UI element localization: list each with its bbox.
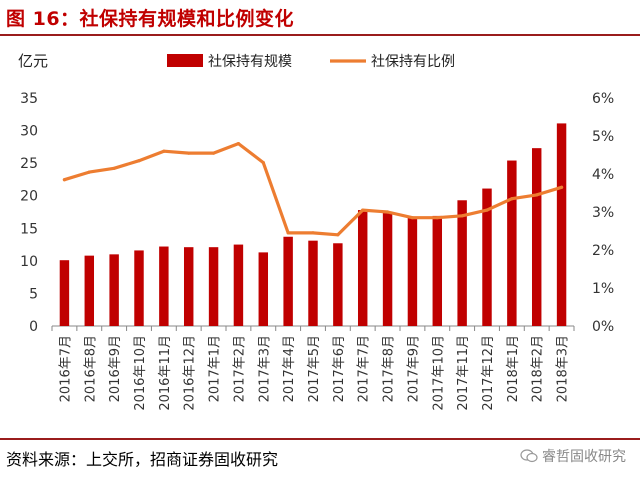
x-tick-label: 2017年11月 — [456, 335, 471, 411]
y-right-tick-label: 5% — [592, 129, 614, 145]
wechat-icon — [520, 449, 538, 463]
line-point — [112, 166, 116, 170]
bar — [482, 188, 492, 326]
y-left-tick-label: 20 — [20, 189, 38, 205]
bar — [531, 148, 542, 326]
bar-series — [59, 123, 567, 326]
line-point — [162, 149, 166, 153]
x-tick-label: 2016年12月 — [183, 335, 198, 411]
bar — [258, 252, 269, 326]
x-tick-label: 2017年10月 — [431, 335, 446, 411]
line-point — [87, 170, 91, 174]
line-series — [62, 142, 564, 237]
x-tick-label: 2017年1月 — [208, 335, 223, 402]
x-tick-label: 2017年6月 — [332, 335, 347, 402]
x-tick-label: 2016年11月 — [158, 335, 173, 411]
line-point — [211, 151, 216, 155]
x-tick-label: 2017年8月 — [382, 335, 397, 402]
line-point — [535, 193, 539, 197]
x-tick-label: 2017年2月 — [232, 335, 247, 402]
line-point — [385, 210, 390, 214]
y-left-tick-label: 30 — [20, 124, 38, 140]
bar — [432, 215, 443, 326]
bar — [382, 212, 393, 326]
y-left-tick-label: 0 — [29, 319, 38, 335]
chart-title: 图 16：社保持有规模和比例变化 — [6, 8, 295, 30]
bar — [357, 210, 368, 326]
bar — [59, 260, 70, 326]
bar — [183, 247, 194, 326]
line-point — [336, 233, 340, 237]
top-divider — [0, 34, 640, 36]
legend-label-bar: 社保持有规模 — [208, 54, 292, 70]
bar — [109, 254, 119, 326]
line-point — [311, 231, 315, 235]
bar — [159, 246, 169, 326]
bar — [507, 160, 517, 326]
bar — [233, 244, 244, 326]
bar — [407, 217, 418, 326]
legend: 社保持有规模 社保持有比例 — [167, 54, 455, 70]
y-left-tick-label: 5 — [29, 286, 38, 302]
line-point — [62, 178, 67, 182]
x-tick-label: 2017年3月 — [257, 335, 272, 402]
bar — [283, 236, 293, 326]
bar — [556, 123, 567, 326]
line-point — [187, 151, 191, 155]
y-right-tick-label: 4% — [592, 167, 614, 183]
bottom-divider — [0, 438, 640, 440]
line-point — [510, 197, 514, 201]
x-tick-label: 2016年9月 — [108, 335, 123, 402]
bar — [333, 243, 343, 326]
line-point — [236, 142, 241, 146]
y-left-tick-label: 10 — [20, 254, 38, 270]
line-point — [261, 161, 265, 165]
line-point — [286, 231, 290, 235]
y-right-tick-label: 3% — [592, 205, 614, 221]
watermark: 睿哲固收研究 — [520, 446, 626, 466]
y-right-tick-label: 1% — [592, 281, 614, 297]
bar — [134, 250, 144, 326]
line-point — [137, 159, 141, 163]
y-left-tick-label: 35 — [20, 91, 38, 107]
line-point — [559, 185, 564, 189]
y-left-unit-label: 亿元 — [18, 52, 48, 70]
line-point — [361, 208, 365, 212]
x-tick-label: 2018年2月 — [531, 335, 546, 402]
bar — [208, 247, 219, 326]
chart: 0 5 10 15 20 25 30 35 0% 1% 2% 3% 4% 5% 6% 亿元 2016年7月 201… — [18, 52, 614, 411]
bar — [308, 240, 318, 326]
x-tick-label: 2018年3月 — [556, 335, 571, 402]
y-right-tick-label: 0% — [592, 319, 614, 335]
line-point — [460, 214, 464, 218]
x-tick-label: 2016年8月 — [83, 335, 98, 402]
line-point — [485, 208, 489, 212]
chart-axes: 0 5 10 15 20 25 30 35 0% 1% 2% 3% 4% 5% 6% 亿元 2016年7月 201… — [18, 52, 614, 411]
line-point — [435, 216, 439, 220]
x-tick-label: 2018年1月 — [506, 335, 521, 402]
x-tick-label: 2017年5月 — [307, 335, 322, 402]
source-note: 资料来源：上交所，招商证券固收研究 — [6, 450, 279, 469]
legend-label-line: 社保持有比例 — [371, 54, 455, 70]
x-tick-label: 2016年10月 — [133, 335, 148, 411]
y-left-tick-label: 25 — [20, 156, 38, 172]
x-tick-label: 2017年12月 — [481, 335, 496, 411]
x-tick-label: 2016年7月 — [58, 335, 73, 402]
y-right-tick-label: 2% — [592, 243, 614, 259]
bar — [457, 200, 467, 326]
y-right-tick-label: 6% — [592, 91, 614, 107]
x-tick-label: 2017年4月 — [282, 335, 297, 402]
line-point — [410, 216, 415, 220]
watermark-text: 睿哲固收研究 — [542, 449, 626, 465]
x-tick-label: 2017年9月 — [406, 335, 421, 402]
x-tick-label: 2017年7月 — [357, 335, 372, 402]
bar — [84, 255, 95, 326]
y-left-tick-label: 15 — [20, 221, 38, 237]
legend-swatch-bar — [167, 54, 203, 67]
